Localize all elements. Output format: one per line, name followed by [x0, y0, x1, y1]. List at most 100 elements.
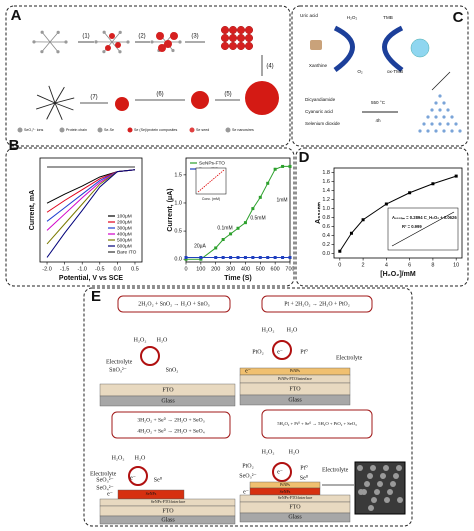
data-point — [431, 182, 435, 186]
sem-grain — [364, 481, 370, 487]
legend-label: Bare ITO — [117, 249, 137, 255]
x-tick-label: 0.0 — [114, 266, 122, 272]
label: Conc. (mM) — [202, 197, 220, 201]
label: 3H₂O₂ + Se⁰ → 2H₂O + SeO₃ — [137, 416, 204, 423]
ion — [94, 40, 98, 44]
panel-border — [5, 5, 291, 147]
label: Electrolyte — [90, 471, 117, 477]
x-tick-label: 500 — [256, 266, 265, 272]
ion — [102, 50, 106, 54]
cycle-arrow — [382, 25, 404, 73]
label: SeNPs — [146, 491, 157, 496]
data-point — [288, 256, 292, 260]
lattice-dot — [422, 122, 426, 126]
label: Uric acid — [300, 13, 318, 18]
data-point — [221, 256, 225, 260]
label: e⁻ — [107, 491, 113, 497]
particle — [191, 91, 209, 109]
lattice-dot — [426, 129, 430, 133]
data-point — [258, 195, 262, 199]
data-point — [184, 256, 188, 260]
x-tick-label: -1.5 — [60, 266, 69, 272]
label: Se-Se — [104, 128, 114, 132]
protein-chain — [49, 32, 59, 43]
lattice-dot — [434, 115, 438, 119]
legend-swatch — [225, 127, 231, 133]
protein-chain — [103, 31, 113, 43]
sem-grain — [357, 465, 363, 471]
label: TMB — [383, 15, 393, 20]
label: FTO — [289, 504, 301, 510]
composite — [228, 42, 237, 51]
label: H₂O — [157, 337, 168, 343]
data-point — [251, 256, 255, 260]
arrow — [431, 71, 451, 91]
legend-label: SeNPs-FTO — [199, 160, 225, 166]
composite — [236, 26, 245, 35]
se-seed — [158, 44, 166, 52]
x-tick-label: -2.0 — [42, 266, 51, 272]
label: PtNPs — [290, 368, 300, 373]
label: 5H₂O₂ + Pt⁰ + Se⁰ → 5H₂O + PtO₂ + SeO₃ — [277, 421, 357, 426]
reaction-box — [117, 295, 231, 313]
data-point — [214, 256, 218, 260]
label: H₂O₂ — [134, 337, 147, 343]
se-seed — [115, 42, 121, 48]
data-point — [454, 174, 458, 178]
data-point — [384, 202, 388, 206]
data-point — [251, 207, 255, 211]
label: Glass — [288, 514, 302, 520]
legend-swatch — [59, 127, 65, 133]
lattice-dot — [438, 122, 442, 126]
y-tick-label: 0.0 — [174, 257, 182, 263]
composite — [228, 34, 237, 43]
legend-label: 300μM — [117, 225, 132, 231]
label: e⁻ — [245, 368, 251, 374]
label: A — [11, 7, 22, 24]
sem-grain — [368, 505, 374, 511]
y-axis-title: Current, mA — [29, 190, 36, 230]
ion — [178, 40, 182, 44]
ion — [118, 30, 122, 34]
label: SeNPs-FTO/interface — [278, 495, 313, 500]
y-tick-label: 1.2 — [322, 197, 330, 203]
sem-grain — [383, 465, 389, 471]
y-axis-title: A₆₅₂ₙₘ — [315, 202, 322, 224]
ion — [56, 30, 60, 34]
x-tick-label: 200 — [211, 266, 220, 272]
label: PtNPs-FTO/interface — [278, 376, 312, 381]
label: (1) — [82, 34, 89, 40]
label: e⁻ — [243, 489, 249, 495]
label: 550 °C — [371, 100, 386, 105]
data-point — [229, 256, 233, 260]
data-point — [338, 249, 342, 253]
data-point — [229, 232, 233, 236]
label: SeO₃²⁻ — [239, 473, 256, 479]
label: SnO₃²⁻ — [109, 367, 127, 373]
composite — [244, 34, 253, 43]
ion — [40, 50, 44, 54]
label: H₂O — [135, 455, 146, 461]
label: 1mM — [276, 197, 287, 203]
panel-border — [5, 147, 295, 287]
sem-grain — [396, 465, 402, 471]
label: Xanthine — [309, 63, 328, 68]
ion — [64, 40, 68, 44]
label: 20μA — [194, 243, 206, 249]
label: B — [9, 137, 20, 154]
lattice-dot — [442, 115, 446, 119]
nanowire — [36, 94, 56, 104]
label: SeNPs-FTO/interface — [151, 499, 186, 504]
label: SeO₄²⁻ — [96, 485, 113, 491]
data-point — [273, 167, 277, 171]
label: Se nanowires — [232, 128, 254, 132]
x-tick-label: 2 — [362, 262, 365, 268]
sem-grain — [374, 489, 380, 495]
x-tick-label: 6 — [408, 262, 411, 268]
sem-grain — [377, 481, 383, 487]
composite — [228, 26, 237, 35]
label: Selenium dioxide — [305, 121, 340, 126]
label: (4) — [266, 64, 273, 70]
composite — [220, 34, 229, 43]
